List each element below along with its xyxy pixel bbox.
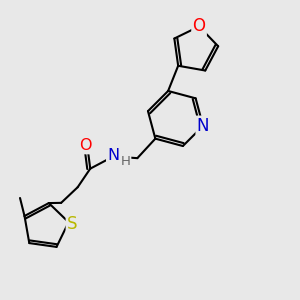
Text: O: O bbox=[79, 138, 92, 153]
Text: H: H bbox=[120, 155, 130, 168]
Text: S: S bbox=[67, 215, 77, 233]
Text: N: N bbox=[197, 117, 209, 135]
Text: N: N bbox=[107, 148, 119, 163]
Text: O: O bbox=[193, 17, 206, 35]
